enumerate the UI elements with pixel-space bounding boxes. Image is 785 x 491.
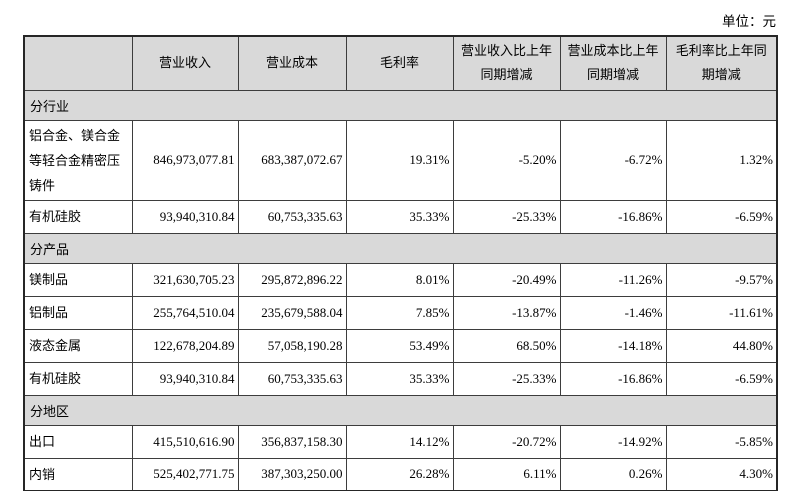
revenue-yoy-cell: 68.50% [452,328,561,363]
table-row: 镁制品 321,630,705.23 295,872,896.22 8.01% … [23,262,778,297]
cost-cell: 295,872,896.22 [237,262,347,297]
row-label-cell: 内销 [23,457,133,491]
margin-cell: 26.28% [345,457,454,491]
revenue-cell: 321,630,705.23 [131,262,239,297]
margin-cell: 53.49% [345,328,454,363]
cost-yoy-cell: -16.86% [559,361,667,396]
margin-yoy-cell: -5.85% [665,424,778,459]
cost-yoy-cell: -16.86% [559,199,667,234]
table-row: 有机硅胶 93,940,310.84 60,753,335.63 35.33% … [23,199,778,234]
margin-cell: 8.01% [345,262,454,297]
header-cell-revenue: 营业收入 [131,35,239,91]
revenue-yoy-cell: -20.49% [452,262,561,297]
margin-yoy-cell: -6.59% [665,361,778,396]
revenue-yoy-cell: -13.87% [452,295,561,330]
header-cell-revenue-yoy: 营业收入比上年同期增减 [452,35,561,91]
margin-yoy-cell: -6.59% [665,199,778,234]
revenue-cell: 93,940,310.84 [131,361,239,396]
table-row: 铝合金、镁合金等轻合金精密压铸件 846,973,077.81 683,387,… [23,119,778,201]
header-cell-cost: 营业成本 [237,35,347,91]
cost-yoy-cell: 0.26% [559,457,667,491]
margin-yoy-cell: 1.32% [665,119,778,201]
header-cell-empty [23,35,133,91]
section-title: 分产品 [23,232,778,264]
cost-yoy-cell: -14.92% [559,424,667,459]
revenue-yoy-cell: 6.11% [452,457,561,491]
cost-cell: 60,753,335.63 [237,361,347,396]
cost-cell: 356,837,158.30 [237,424,347,459]
margin-yoy-cell: 44.80% [665,328,778,363]
table-row: 有机硅胶 93,940,310.84 60,753,335.63 35.33% … [23,361,778,396]
row-label-cell: 铝制品 [23,295,133,330]
revenue-cell: 525,402,771.75 [131,457,239,491]
segment-performance-table: 营业收入 营业成本 毛利率 营业收入比上年同期增减 营业成本比上年同期增减 毛利… [23,35,778,491]
cost-cell: 235,679,588.04 [237,295,347,330]
revenue-yoy-cell: -25.33% [452,199,561,234]
table-header-row: 营业收入 营业成本 毛利率 营业收入比上年同期增减 营业成本比上年同期增减 毛利… [23,35,778,91]
section-row-region: 分地区 [23,394,778,426]
margin-yoy-cell: -9.57% [665,262,778,297]
unit-label: 单位：元 [722,14,776,29]
section-row-product: 分产品 [23,232,778,264]
cost-yoy-cell: -14.18% [559,328,667,363]
revenue-cell: 255,764,510.04 [131,295,239,330]
table-row: 内销 525,402,771.75 387,303,250.00 26.28% … [23,457,778,491]
header-cell-margin: 毛利率 [345,35,454,91]
row-label-cell: 液态金属 [23,328,133,363]
revenue-yoy-cell: -20.72% [452,424,561,459]
margin-cell: 14.12% [345,424,454,459]
section-row-industry: 分行业 [23,89,778,121]
cost-cell: 387,303,250.00 [237,457,347,491]
margin-yoy-cell: 4.30% [665,457,778,491]
table-row: 液态金属 122,678,204.89 57,058,190.28 53.49%… [23,328,778,363]
row-label-cell: 铝合金、镁合金等轻合金精密压铸件 [23,119,133,201]
cost-cell: 60,753,335.63 [237,199,347,234]
margin-cell: 19.31% [345,119,454,201]
row-label-cell: 有机硅胶 [23,199,133,234]
section-title: 分地区 [23,394,778,426]
header-cell-margin-yoy: 毛利率比上年同期增减 [665,35,778,91]
cost-cell: 683,387,072.67 [237,119,347,201]
revenue-yoy-cell: -25.33% [452,361,561,396]
table-row: 铝制品 255,764,510.04 235,679,588.04 7.85% … [23,295,778,330]
revenue-cell: 93,940,310.84 [131,199,239,234]
cost-yoy-cell: -6.72% [559,119,667,201]
section-title: 分行业 [23,89,778,121]
table-row: 出口 415,510,616.90 356,837,158.30 14.12% … [23,424,778,459]
margin-cell: 35.33% [345,361,454,396]
revenue-cell: 122,678,204.89 [131,328,239,363]
revenue-cell: 846,973,077.81 [131,119,239,201]
cost-yoy-cell: -1.46% [559,295,667,330]
cost-yoy-cell: -11.26% [559,262,667,297]
row-label-cell: 出口 [23,424,133,459]
margin-cell: 35.33% [345,199,454,234]
margin-cell: 7.85% [345,295,454,330]
margin-yoy-cell: -11.61% [665,295,778,330]
row-label-cell: 有机硅胶 [23,361,133,396]
revenue-yoy-cell: -5.20% [452,119,561,201]
cost-cell: 57,058,190.28 [237,328,347,363]
revenue-cell: 415,510,616.90 [131,424,239,459]
header-cell-cost-yoy: 营业成本比上年同期增减 [559,35,667,91]
row-label-cell: 镁制品 [23,262,133,297]
